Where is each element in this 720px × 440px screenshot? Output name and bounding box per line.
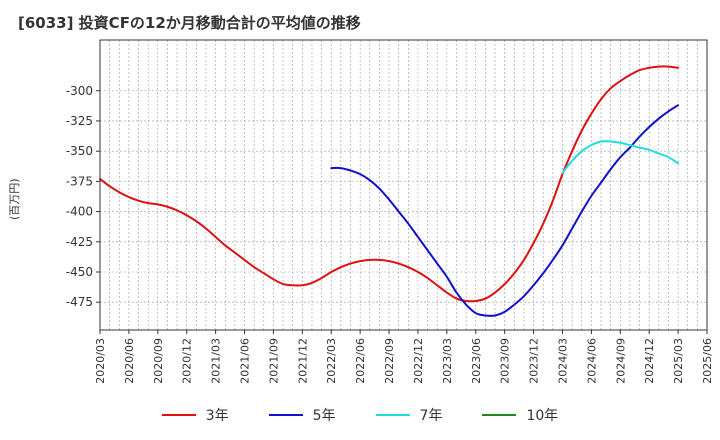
x-tick-label: 2020/06 [123, 338, 136, 384]
x-tick-label: 2025/06 [701, 338, 714, 384]
x-tick-label: 2022/06 [354, 338, 367, 384]
x-tick-label: 2021/06 [239, 338, 252, 384]
y-tick-label: -375 [66, 174, 93, 188]
y-tick-label: -325 [66, 114, 93, 128]
x-tick-label: 2024/03 [556, 338, 569, 384]
x-tick-label: 2020/09 [152, 338, 165, 384]
x-tick-label: 2021/09 [267, 338, 280, 384]
x-tick-label: 2023/12 [528, 338, 541, 384]
x-tick-label: 2023/06 [470, 338, 483, 384]
y-tick-label: -300 [66, 84, 93, 98]
legend-label: 7年 [419, 408, 443, 424]
legend-swatch [482, 414, 517, 416]
series-lines [99, 65, 680, 317]
x-tick-label: 2022/03 [325, 338, 338, 384]
y-tick-label: -400 [66, 205, 93, 219]
x-tick-labels: 2020/03 2020/06 2020/09 2020/12 2021/03 2021/… [94, 330, 714, 384]
x-tick-label: 2020/03 [94, 338, 107, 384]
x-tick-label: 2025/03 [672, 338, 685, 384]
legend-swatch [268, 414, 303, 416]
x-tick-label: 2022/12 [412, 338, 425, 384]
x-tick-label: 2024/12 [643, 338, 656, 384]
series-line-1 [330, 104, 680, 317]
chart-title: [6033] 投資CFの12か月移動合計の平均値の推移 [18, 14, 361, 32]
x-tick-label: 2023/09 [499, 338, 512, 384]
legend-item: 7年 [375, 405, 443, 425]
x-tick-label: 2022/09 [383, 338, 396, 384]
line-chart: -300 -325 -350 -375 -400 -425 -450 -475 2020/03… [66, 39, 714, 384]
y-tick-label: -475 [66, 295, 93, 309]
y-tick-labels: -300 -325 -350 -375 -400 -425 -450 -475 [66, 84, 100, 309]
y-tick-label: -450 [66, 265, 93, 279]
legend-item: 10年 [482, 405, 558, 425]
legend-item: 3年 [161, 405, 229, 425]
x-tick-label: 2021/03 [210, 338, 223, 384]
y-tick-label: -350 [66, 144, 93, 158]
legend: 3年 5年 7年 10年 [0, 404, 720, 426]
y-tick-label: -425 [66, 235, 93, 249]
x-tick-label: 2020/12 [181, 338, 194, 384]
legend-label: 10年 [526, 408, 559, 424]
plot-area [100, 40, 707, 330]
legend-label: 3年 [205, 408, 229, 424]
plot-border [99, 39, 708, 331]
legend-item: 5年 [268, 405, 336, 425]
legend-label: 5年 [312, 408, 336, 424]
series-line-0 [99, 65, 680, 303]
x-tick-label: 2023/03 [441, 338, 454, 384]
x-tick-label: 2024/06 [585, 338, 598, 384]
series-line-2 [561, 140, 680, 174]
legend-swatch [161, 414, 196, 416]
legend-swatch [375, 414, 410, 416]
x-tick-label: 2021/12 [296, 338, 309, 384]
x-tick-label: 2024/09 [614, 338, 627, 384]
